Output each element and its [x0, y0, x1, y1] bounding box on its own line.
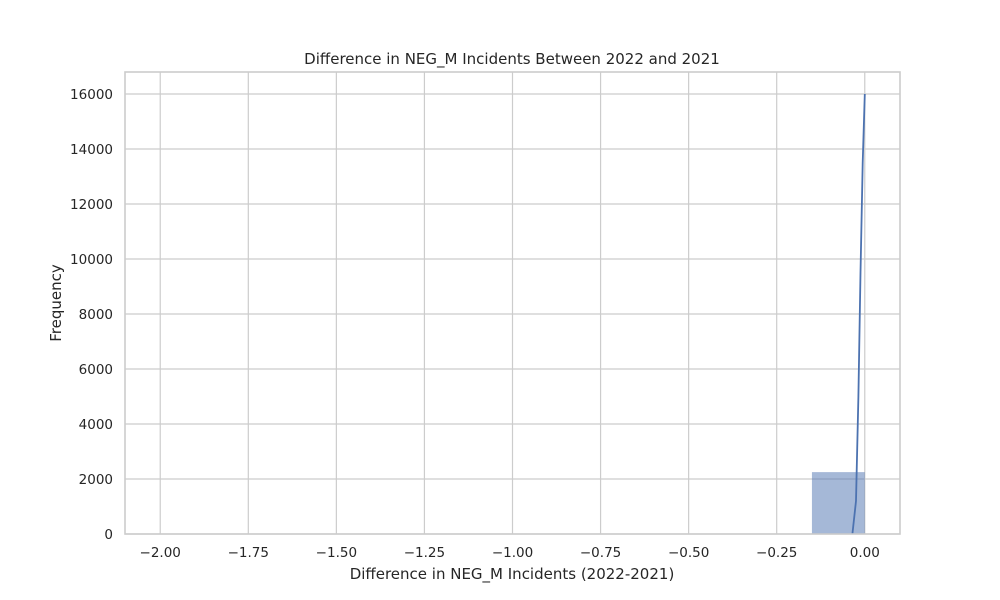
x-tick-label: −0.50 [668, 545, 709, 561]
x-tick-label: −2.00 [140, 545, 181, 561]
y-tick-label: 8000 [79, 307, 113, 323]
plot-frame [124, 71, 901, 535]
y-axis-label: Frequency [47, 264, 65, 342]
y-tick-labels: 0 2000 4000 6000 8000 10000 12000 14000 16000 [70, 87, 113, 543]
y-tick-label: 6000 [79, 362, 113, 378]
x-tick-label: −1.75 [228, 545, 269, 561]
y-tick-label: 0 [104, 527, 113, 543]
y-tick-label: 12000 [70, 197, 113, 213]
kde-curve [851, 93, 866, 535]
y-tick-label: 16000 [70, 87, 113, 103]
x-tick-label: −1.50 [316, 545, 357, 561]
x-axis-label: Difference in NEG_M Incidents (2022-2021… [350, 565, 675, 584]
y-tick-label: 4000 [79, 417, 113, 433]
x-tick-label: −0.25 [756, 545, 797, 561]
x-tick-label: 0.00 [850, 545, 880, 561]
y-tick-label: 10000 [70, 252, 113, 268]
x-tick-labels: −2.00 −1.75 −1.50 −1.25 −1.00 −0.75 −0.50 −0.25… [140, 545, 880, 561]
y-tick-label: 14000 [70, 142, 113, 158]
x-tick-label: −0.75 [580, 545, 621, 561]
chart-title: Difference in NEG_M Incidents Between 20… [304, 50, 720, 69]
y-tick-label: 2000 [79, 472, 113, 488]
x-tick-label: −1.00 [492, 545, 533, 561]
x-gridlines [159, 72, 866, 534]
x-tick-label: −1.25 [404, 545, 445, 561]
